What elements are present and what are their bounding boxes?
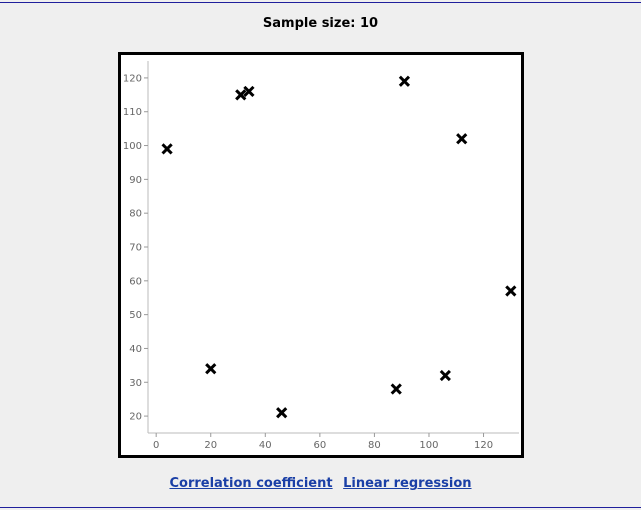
x-tick-label: 0 <box>153 440 159 451</box>
correlation-coefficient-link[interactable]: Correlation coefficient <box>169 476 333 491</box>
y-tick-label: 80 <box>129 209 142 220</box>
scatter-plot: 20 30 40 50 60 70 80 90 100 110 120 0 20 40 60 80 100 120 <box>118 52 524 458</box>
x-tick-label: 40 <box>259 440 272 451</box>
y-tick-label: 110 <box>123 107 142 118</box>
y-tick-label: 100 <box>123 141 142 152</box>
data-point-marker <box>205 363 217 375</box>
y-tick-label: 40 <box>129 344 142 355</box>
bottom-divider <box>0 507 641 508</box>
analysis-links: Correlation coefficient Linear regressio… <box>0 476 641 491</box>
y-tick-label: 120 <box>123 73 142 84</box>
x-tick-label: 120 <box>474 440 493 451</box>
y-tick-label: 30 <box>129 378 142 389</box>
scatter-plot-svg: 20 30 40 50 60 70 80 90 100 110 120 0 20 40 60 80 100 120 <box>123 61 519 451</box>
x-tick-label: 60 <box>313 440 326 451</box>
data-point-marker <box>390 383 402 395</box>
data-point-marker <box>505 285 517 297</box>
x-tick-label: 100 <box>419 440 438 451</box>
linear-regression-link[interactable]: Linear regression <box>343 476 472 491</box>
data-point-marker <box>439 369 451 382</box>
y-tick-label: 20 <box>129 412 142 423</box>
y-tick-label: 50 <box>129 310 142 321</box>
data-point-marker <box>161 143 173 155</box>
y-tick-label: 90 <box>129 175 142 186</box>
sample-size-title: Sample size: 10 <box>262 16 379 31</box>
data-point-marker <box>456 133 468 145</box>
data-point-marker <box>276 407 288 419</box>
data-point-marker <box>235 89 247 101</box>
data-point-marker <box>243 85 255 98</box>
top-divider <box>0 2 641 3</box>
x-tick-label: 20 <box>204 440 217 451</box>
x-tick-label: 80 <box>368 440 381 451</box>
y-tick-label: 60 <box>129 276 142 287</box>
data-point-marker <box>398 75 411 87</box>
y-tick-label: 70 <box>129 243 142 254</box>
